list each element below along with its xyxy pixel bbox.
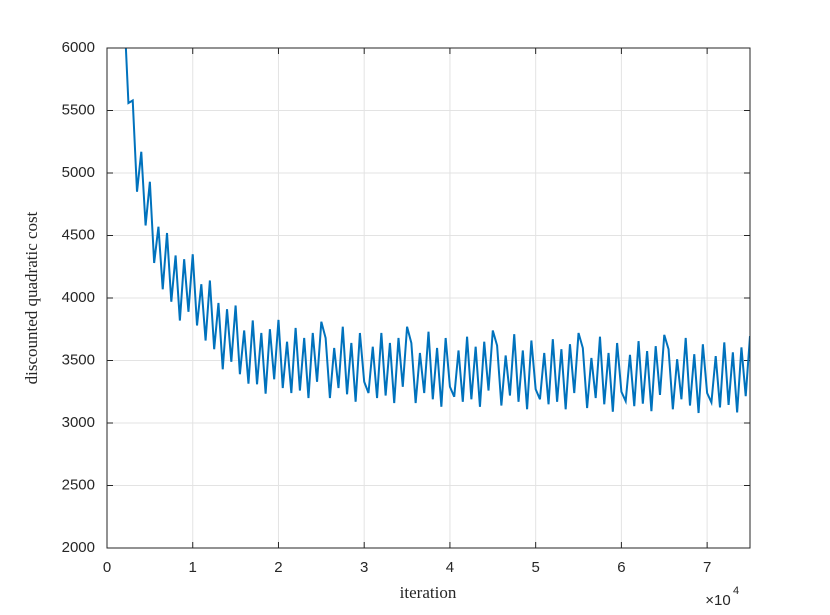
y-axis-label: discounted quadratic cost bbox=[22, 211, 41, 384]
x-tick-label: 4 bbox=[446, 559, 454, 576]
x-tick-label: 6 bbox=[617, 559, 625, 576]
plot-layer bbox=[124, 48, 750, 414]
axes-box bbox=[106, 47, 751, 549]
y-tick-label: 4500 bbox=[62, 226, 95, 243]
y-tick-label: 4000 bbox=[62, 289, 95, 306]
x-tick-label: 1 bbox=[189, 559, 197, 576]
y-tick-label: 3500 bbox=[62, 351, 95, 368]
y-tick-label: 5000 bbox=[62, 164, 95, 181]
x-axis-label: iteration bbox=[400, 583, 457, 602]
y-tick-label: 3000 bbox=[62, 414, 95, 431]
data-line bbox=[124, 48, 750, 414]
x-tick-label: 2 bbox=[274, 559, 282, 576]
y-tick-label: 5500 bbox=[62, 101, 95, 118]
x-tick-label: 3 bbox=[360, 559, 368, 576]
x-tick-label: 5 bbox=[531, 559, 539, 576]
x-multiplier-exponent: 4 bbox=[733, 585, 739, 597]
y-tick-label: 2500 bbox=[62, 476, 95, 493]
y-tick-label: 6000 bbox=[62, 39, 95, 56]
x-multiplier: ×10 bbox=[705, 592, 730, 609]
y-tick-label: 2000 bbox=[62, 539, 95, 556]
x-tick-label: 0 bbox=[103, 559, 111, 576]
x-tick-label: 7 bbox=[703, 559, 711, 576]
